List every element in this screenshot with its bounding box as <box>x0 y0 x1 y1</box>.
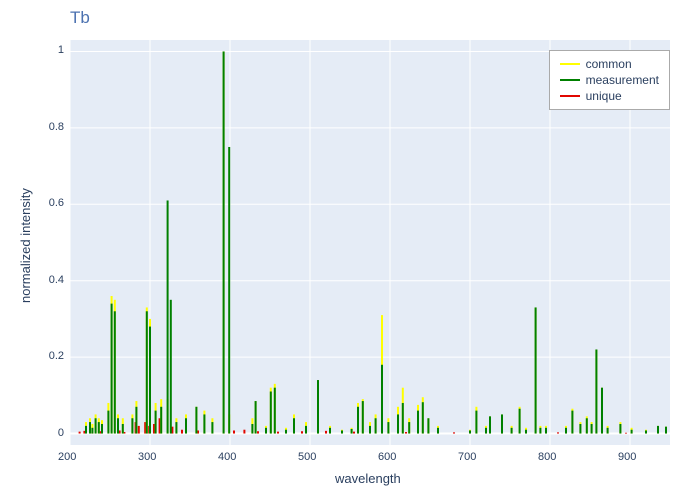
y-tick-label: 1 <box>58 44 64 56</box>
legend-swatch <box>560 95 580 98</box>
y-tick-label: 0.8 <box>49 121 64 133</box>
legend-swatch <box>560 63 580 66</box>
x-tick-label: 700 <box>458 451 476 463</box>
x-tick-label: 300 <box>138 451 156 463</box>
y-tick-label: 0.2 <box>49 350 64 362</box>
x-axis-label: wavelength <box>335 471 401 486</box>
x-tick-label: 900 <box>618 451 636 463</box>
legend-item[interactable]: unique <box>560 89 659 103</box>
x-tick-label: 200 <box>58 451 76 463</box>
x-tick-label: 800 <box>538 451 556 463</box>
x-tick-label: 500 <box>298 451 316 463</box>
legend-item[interactable]: common <box>560 57 659 71</box>
legend-label: common <box>586 57 632 71</box>
legend-item[interactable]: measurement <box>560 73 659 87</box>
y-tick-label: 0.6 <box>49 197 64 209</box>
legend-label: unique <box>586 89 622 103</box>
legend-swatch <box>560 79 580 82</box>
x-tick-label: 400 <box>218 451 236 463</box>
x-tick-label: 600 <box>378 451 396 463</box>
y-tick-label: 0 <box>58 427 64 439</box>
legend-label: measurement <box>586 73 659 87</box>
chart-title: Tb <box>70 8 90 28</box>
y-axis-label: normalized intensity <box>18 188 33 303</box>
y-tick-label: 0.4 <box>49 274 64 286</box>
legend: common measurement unique <box>549 50 670 110</box>
spectrum-chart: Tb normalized intensity wavelength commo… <box>0 0 700 500</box>
